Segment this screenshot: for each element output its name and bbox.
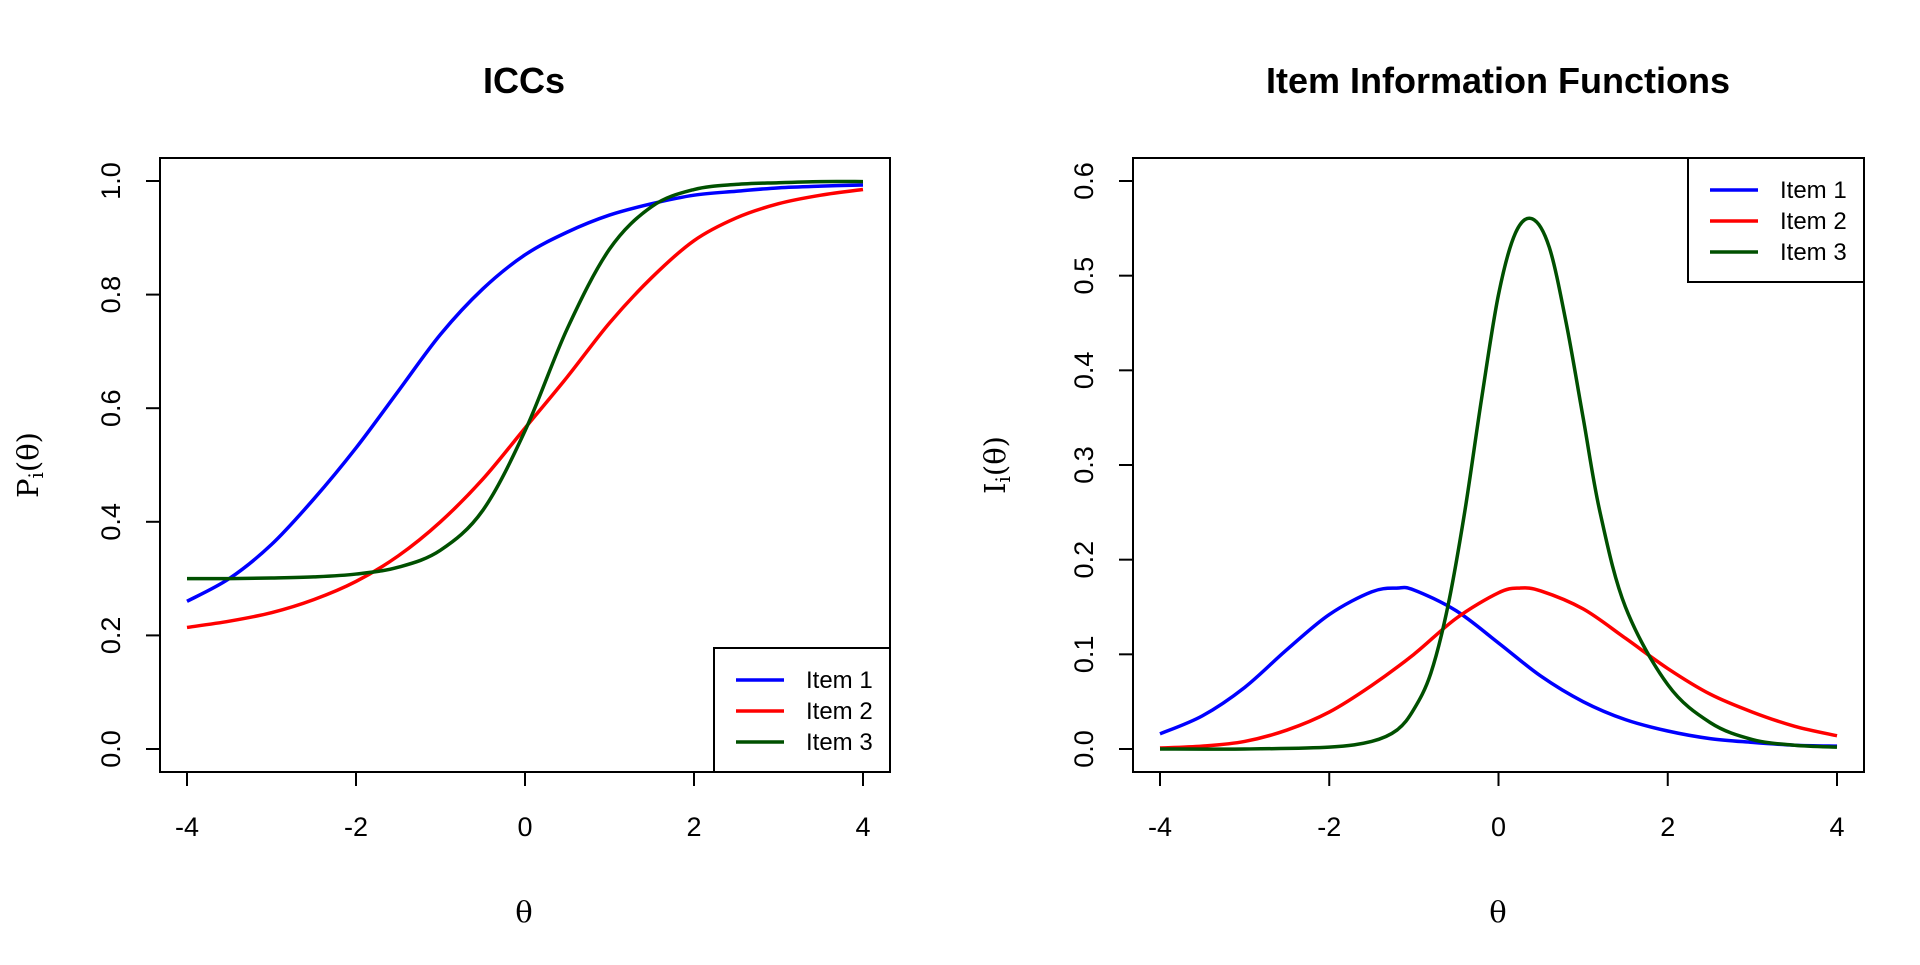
chart-title: ICCs	[483, 60, 565, 101]
x-tick-label: 4	[1829, 812, 1844, 842]
x-tick-label: 4	[855, 812, 870, 842]
x-tick-label: -2	[344, 812, 368, 842]
y-axis-label: Ii(θ)	[978, 436, 1015, 494]
y-tick-label: 0.5	[1069, 257, 1099, 295]
x-tick-label: -2	[1317, 812, 1341, 842]
y-tick-label: 0.3	[1069, 446, 1099, 484]
y-tick-label: 0.4	[1069, 352, 1099, 390]
series-line-item-1	[1159, 585, 1838, 748]
legend-label: Item 1	[1780, 177, 1847, 204]
series-line-item-3	[186, 179, 864, 581]
legend-label: Item 2	[1780, 208, 1847, 235]
x-tick-label: 0	[1491, 812, 1506, 842]
x-tick-label: -4	[1148, 812, 1172, 842]
legend-label: Item 1	[806, 667, 873, 694]
y-tick-label: 0.1	[1069, 636, 1099, 674]
y-tick-label: 0.0	[1069, 730, 1099, 768]
legend: Item 1 Item 2 Item 3	[1687, 157, 1865, 283]
series-line-item-1	[186, 183, 864, 603]
x-axis-label: θ	[515, 895, 532, 929]
x-axis-label: θ	[1489, 895, 1506, 929]
chart-title: Item Information Functions	[1266, 60, 1730, 101]
x-tick-label: -4	[175, 812, 199, 842]
legend-label: Item 3	[806, 729, 873, 756]
y-tick-label: 0.0	[96, 730, 126, 768]
y-tick-label: 0.2	[1069, 541, 1099, 579]
legend-label: Item 2	[806, 698, 873, 725]
icc-panel: ICCs -4 -2 0 2 4 0.0 0.2 0.4 0.6 0.8 1.0 θ Pi(θ) Item …	[11, 60, 891, 929]
x-tick-label: 2	[686, 812, 701, 842]
y-tick-label: 0.6	[1069, 162, 1099, 200]
y-tick-label: 1.0	[96, 162, 126, 200]
y-tick-label: 0.2	[96, 617, 126, 655]
y-tick-label: 0.8	[96, 276, 126, 314]
y-axis-label: Pi(θ)	[11, 432, 48, 498]
x-tick-label: 0	[517, 812, 532, 842]
y-tick-label: 0.4	[96, 503, 126, 541]
series-line-item-3	[1159, 216, 1838, 751]
series-line-item-2	[1159, 586, 1838, 750]
y-tick-label: 0.6	[96, 389, 126, 427]
item-information-panel: Item Information Functions -4 -2 0 2 4 0.0 0.1 0…	[978, 60, 1865, 929]
legend-label: Item 3	[1780, 239, 1847, 266]
legend: Item 1 Item 2 Item 3	[713, 647, 891, 773]
x-tick-label: 2	[1660, 812, 1675, 842]
